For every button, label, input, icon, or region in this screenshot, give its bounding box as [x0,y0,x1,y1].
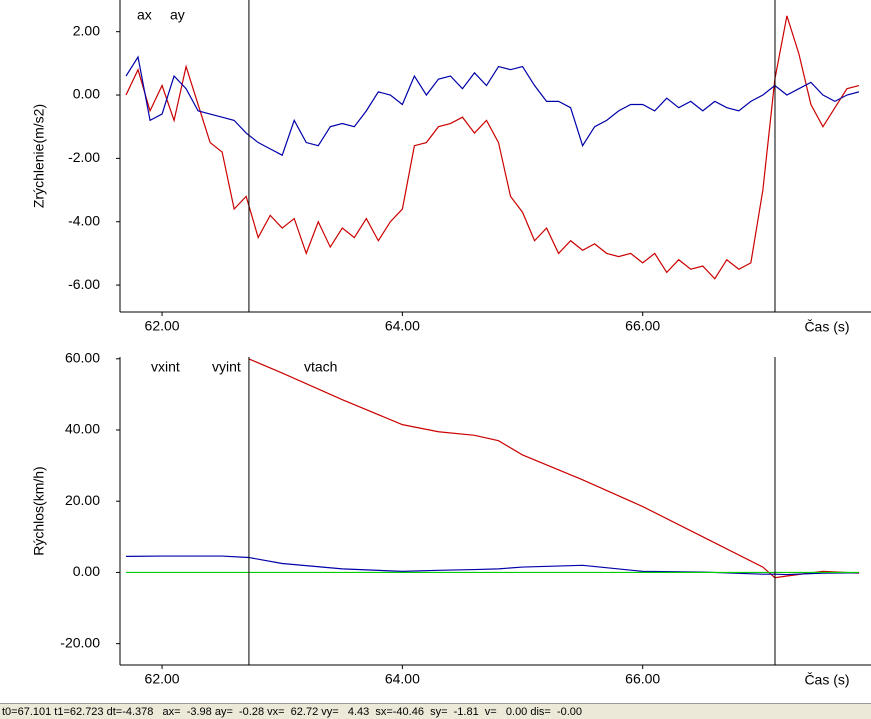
y-tick-label: -20.00 [60,634,100,650]
x-axis-label: Čas (s) [804,672,849,688]
y-tick-label: -4.00 [68,212,100,228]
data-line [125,55,860,157]
charts: -6.00 -4.00 -2.00 0.00 2.00 62.00 64.00 66.00 Ča… [31,0,871,688]
y-tick-label: 0.00 [73,86,100,102]
y-tick-label: 2.00 [73,22,100,38]
x-tick-label: 66.00 [625,318,660,334]
y-axis-label: Rýchlos(km/h) [31,466,47,555]
y-tick-label: -2.00 [68,149,100,165]
x-tick-label: 66.00 [625,671,660,687]
x-axis-label: Čas (s) [804,319,849,335]
y-tick-label: 20.00 [65,492,100,508]
legend-entry: vyint [212,359,241,375]
x-tick-label: 64.00 [385,318,420,334]
data-line [125,15,860,280]
data-line [126,555,859,576]
y-axis-label: Zrýchlenie(m/s2) [31,104,47,208]
legend-entry: vtach [304,359,337,375]
legend-entry: ay [170,7,185,23]
y-tick-label: 60.00 [65,349,100,365]
y-tick-label: -6.00 [68,276,100,292]
y-tick-label: 0.00 [73,563,100,579]
legend-entry: vxint [151,359,180,375]
legend-entry: ax [137,7,152,23]
chart-panel: -6.00 -4.00 -2.00 0.00 2.00 62.00 64.00 66.00 Ča… [31,0,871,335]
plot-lines [126,358,860,579]
y-tick-label: 40.00 [65,421,100,437]
data-line [248,358,860,579]
chart-panel: -20.00 0.00 20.00 40.00 60.00 62.00 64.00 66.00… [31,349,871,688]
plot-lines [125,15,860,280]
status-bar: t0=67.101 t1=62.723 dt=-4.378 ax= -3.98 … [0,703,871,719]
x-tick-label: 62.00 [145,318,180,334]
x-tick-label: 62.00 [145,671,180,687]
x-tick-label: 64.00 [385,671,420,687]
